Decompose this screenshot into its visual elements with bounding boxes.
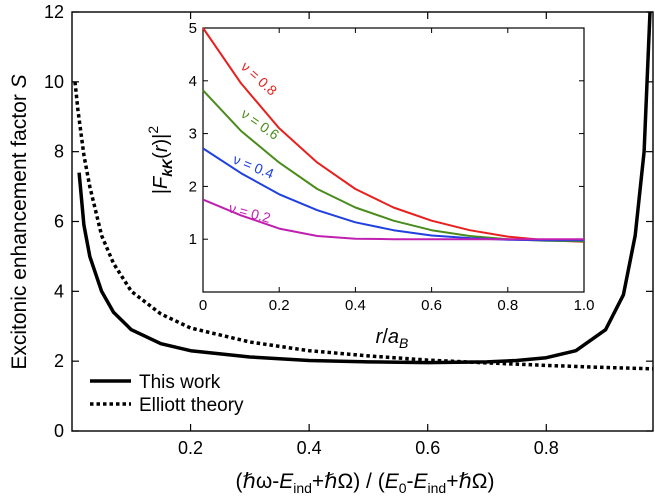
inset-series xyxy=(202,27,585,243)
inset-y-tick-label: 1 xyxy=(189,231,197,248)
legend-label-elliott: Elliott theory xyxy=(139,395,244,416)
inset-y-tick-label: 2 xyxy=(189,178,197,195)
inset-y-tick-label: 4 xyxy=(189,73,197,90)
main-y-tick-label: 0 xyxy=(54,421,64,441)
main-x-tick-label: 0.6 xyxy=(415,438,440,458)
main-y-tick-label: 2 xyxy=(54,351,64,371)
main-y-axis-label: Excitonic enhancement factor S xyxy=(8,74,31,369)
inset-x-tick-label: 0.4 xyxy=(345,297,366,314)
inset-y-tick-label: 3 xyxy=(189,126,197,143)
inset-series-line-nu-0.2 xyxy=(202,198,584,241)
inset-x-tick-label: 0 xyxy=(199,297,207,314)
inset-x-axis-label: r/aB xyxy=(376,326,409,351)
main-series xyxy=(73,11,654,371)
legend-label-this-work: This work xyxy=(139,372,221,393)
main-series-line-this-work xyxy=(77,11,652,365)
main-y-tick-label: 8 xyxy=(54,142,64,162)
main-x-tick-label: 0.2 xyxy=(178,438,203,458)
main-y-tick-label: 12 xyxy=(44,2,64,22)
main-x-axis-label: (ℏω-Eind+ℏΩ) / (E0-Eind+ℏΩ) xyxy=(236,470,495,496)
main-y-tick-label: 10 xyxy=(44,72,64,92)
main-x-tick-label: 0.4 xyxy=(297,438,322,458)
main-x-tick-label: 0.8 xyxy=(534,438,559,458)
inset-series-line-nu-0.8 xyxy=(202,27,585,243)
inset-plot-frame xyxy=(202,27,585,293)
inset-x-tick-label: 0.2 xyxy=(269,297,290,314)
inset-x-tick-label: 1.0 xyxy=(574,297,595,314)
inset-x-tick-label: 0.8 xyxy=(497,297,518,314)
main-y-tick-label: 4 xyxy=(54,281,64,301)
main-y-tick-label: 6 xyxy=(54,212,64,232)
inset-y-tick-label: 5 xyxy=(189,20,197,37)
inset-ticks: 1 2 3 4 5 0 0.2 0.4 0.6 0.8 1.0 xyxy=(189,20,595,314)
legend: This work Elliott theory xyxy=(90,372,244,416)
inset-y-axis-label: |FkK(r)|2 xyxy=(145,126,175,195)
inset-x-tick-label: 0.6 xyxy=(421,297,442,314)
